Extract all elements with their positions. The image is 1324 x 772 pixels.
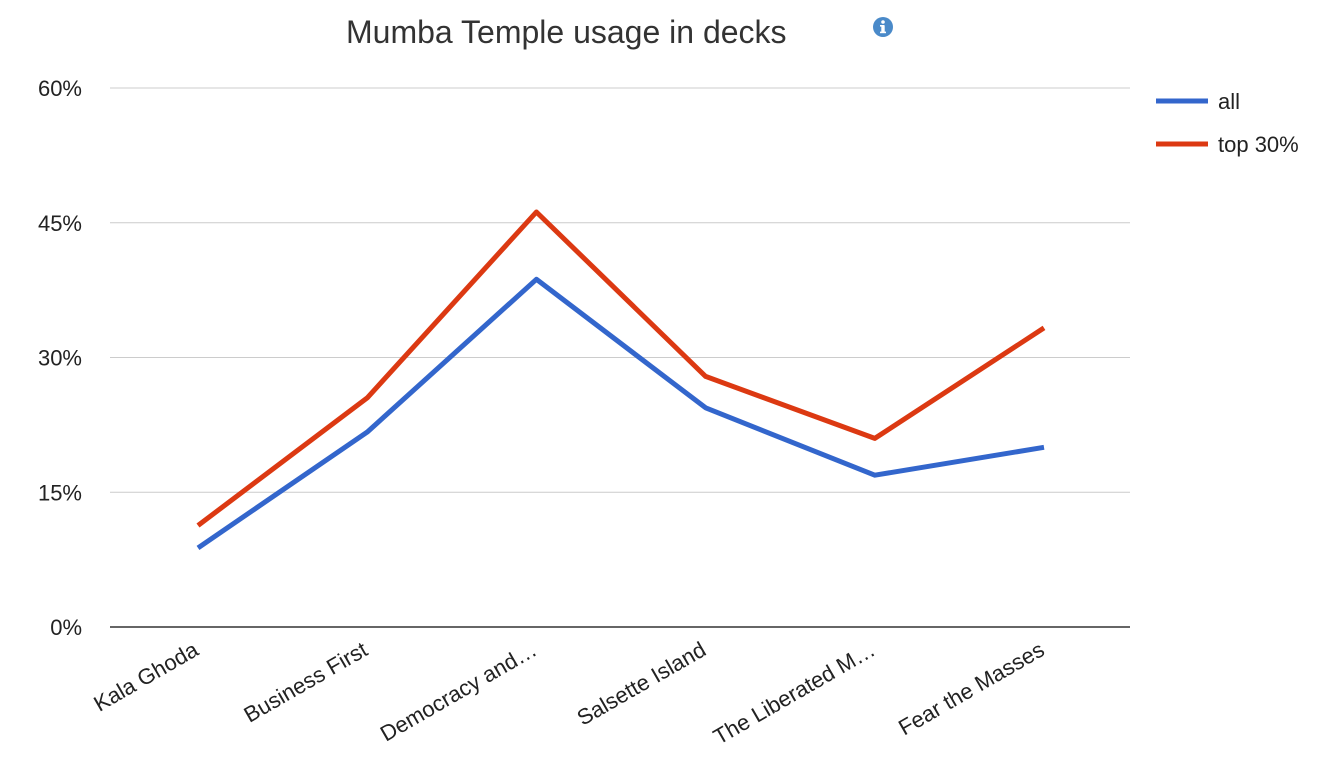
info-icon[interactable] bbox=[872, 16, 894, 38]
legend-label: top 30% bbox=[1218, 132, 1299, 157]
x-tick-label: Fear the Masses bbox=[894, 637, 1048, 741]
x-tick-label: Democracy and… bbox=[376, 637, 541, 747]
y-tick-label: 0% bbox=[50, 615, 82, 640]
series-line bbox=[196, 209, 1046, 528]
chart-title: Mumba Temple usage in decks bbox=[346, 14, 787, 50]
y-tick-label: 45% bbox=[38, 211, 82, 236]
title-row: Mumba Temple usage in decks bbox=[0, 8, 1324, 52]
legend-label: all bbox=[1218, 89, 1240, 114]
x-tick-label: Business First bbox=[240, 637, 372, 728]
y-tick-label: 15% bbox=[38, 480, 82, 505]
x-tick-label: Kala Ghoda bbox=[89, 636, 203, 716]
y-tick-label: 60% bbox=[38, 76, 82, 101]
series-line bbox=[196, 276, 1045, 550]
x-tick-label: Salsette Island bbox=[573, 637, 710, 731]
y-tick-label: 30% bbox=[38, 346, 82, 371]
x-tick-label: The Liberated M… bbox=[709, 637, 879, 750]
